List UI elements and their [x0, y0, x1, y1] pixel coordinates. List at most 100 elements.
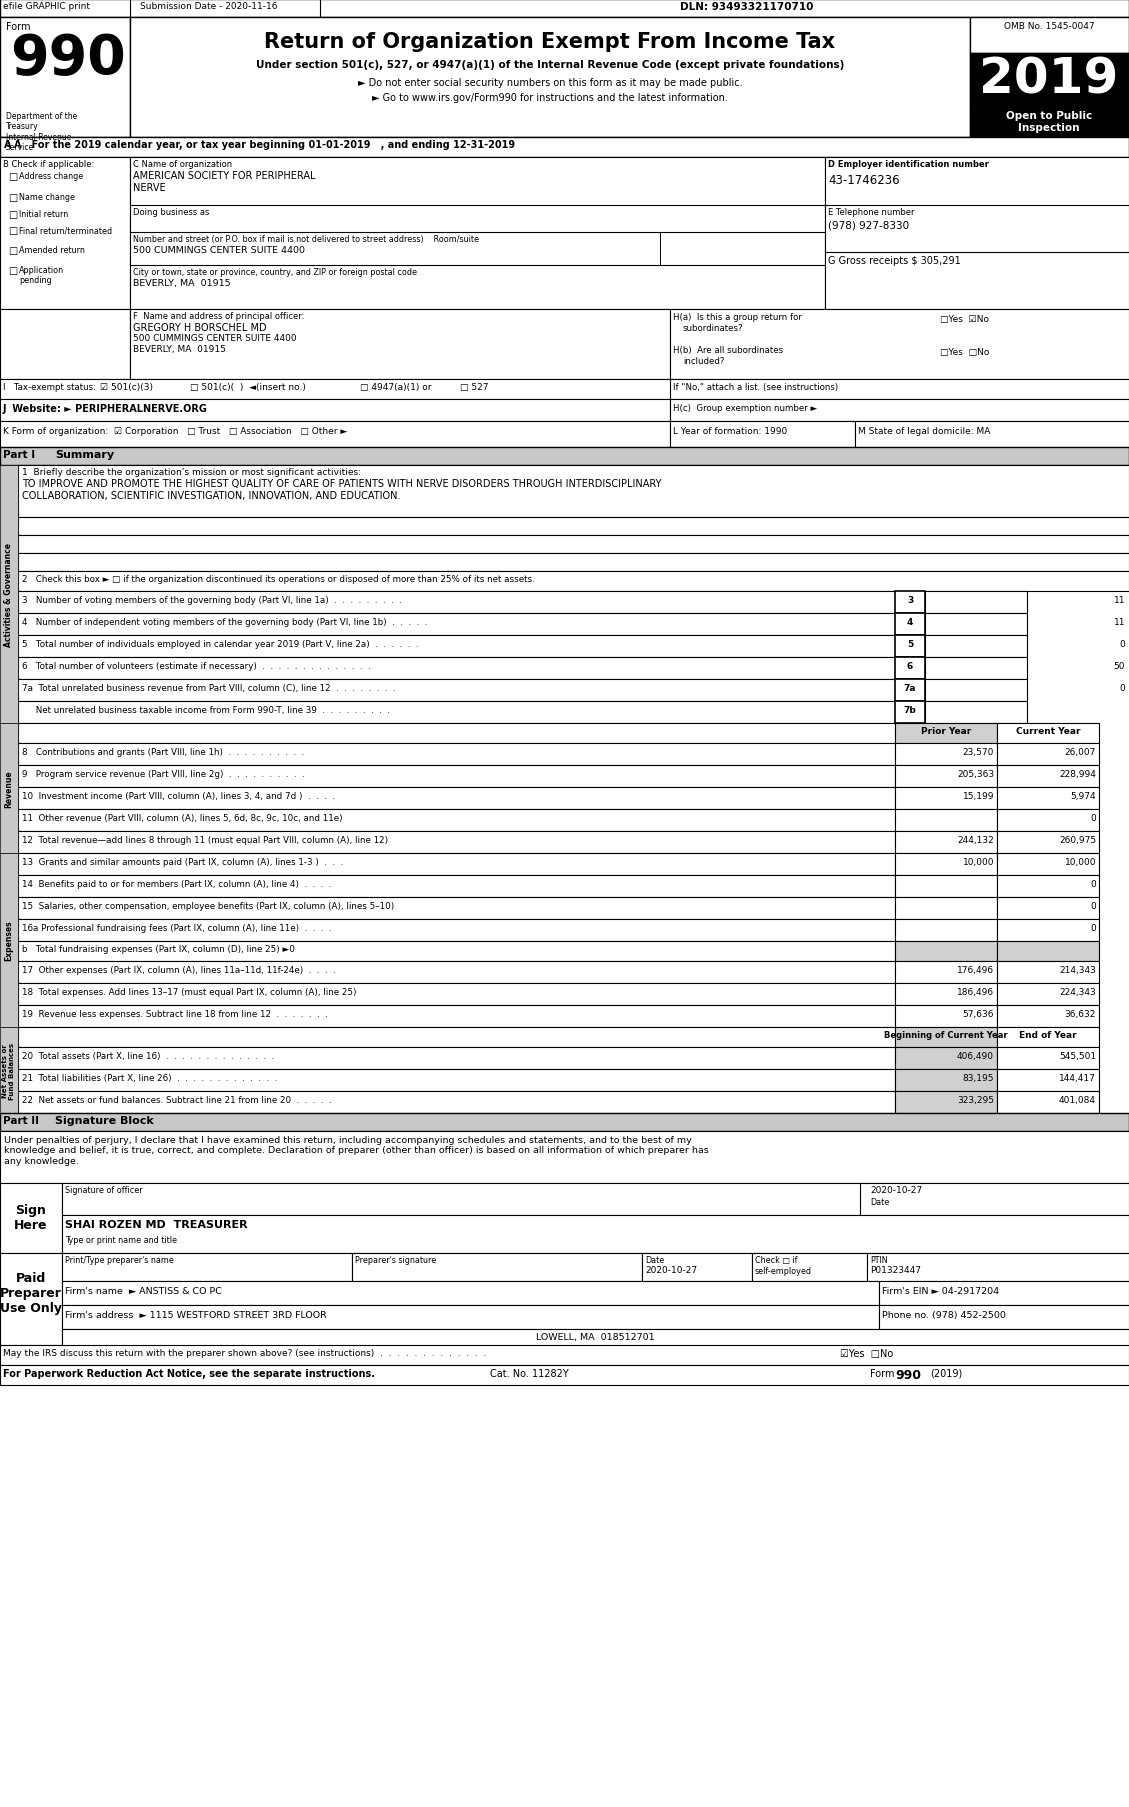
Bar: [0, 399, 669, 421]
Text: 23,570: 23,570: [963, 748, 994, 757]
Bar: [895, 961, 997, 983]
Bar: [18, 519, 1129, 535]
Bar: [0, 421, 669, 448]
Text: 6   Total number of volunteers (estimate if necessary)  .  .  .  .  .  .  .  .  : 6 Total number of volunteers (estimate i…: [21, 661, 370, 670]
Text: 2020-10-27: 2020-10-27: [645, 1265, 697, 1274]
Bar: [18, 898, 895, 920]
Text: P01323447: P01323447: [870, 1265, 921, 1274]
Text: 10,000: 10,000: [963, 858, 994, 867]
Text: □: □: [8, 226, 17, 237]
Text: 7a  Total unrelated business revenue from Part VIII, column (C), line 12  .  .  : 7a Total unrelated business revenue from…: [21, 683, 395, 692]
Bar: [642, 1254, 752, 1281]
Bar: [18, 636, 895, 658]
Text: 9   Program service revenue (Part VIII, line 2g)  .  .  .  .  .  .  .  .  .  .: 9 Program service revenue (Part VIII, li…: [21, 770, 305, 779]
Text: 7a: 7a: [903, 683, 917, 692]
Bar: [895, 853, 997, 876]
Bar: [895, 920, 997, 941]
Text: 500 CUMMINGS CENTER SUITE 4400: 500 CUMMINGS CENTER SUITE 4400: [133, 334, 297, 343]
Text: 15,199: 15,199: [963, 791, 994, 801]
Text: 5,974: 5,974: [1070, 791, 1096, 801]
Bar: [18, 831, 895, 853]
Text: 10  Investment income (Part VIII, column (A), lines 3, 4, and 7d )  .  .  .  .: 10 Investment income (Part VIII, column …: [21, 791, 335, 801]
Text: Initial return: Initial return: [19, 210, 68, 219]
Text: DLN: 93493321170710: DLN: 93493321170710: [680, 2, 813, 13]
Bar: [825, 157, 1129, 309]
Bar: [997, 831, 1099, 853]
Text: End of Year: End of Year: [1019, 1030, 1077, 1039]
Text: Check □ if: Check □ if: [755, 1256, 797, 1265]
Text: 14  Benefits paid to or for members (Part IX, column (A), line 4)  .  .  .  .: 14 Benefits paid to or for members (Part…: [21, 880, 332, 889]
Text: G Gross receipts $ 305,291: G Gross receipts $ 305,291: [828, 257, 961, 266]
Text: □: □: [8, 246, 17, 257]
Bar: [62, 1305, 879, 1330]
Bar: [970, 107, 1129, 137]
Bar: [997, 898, 1099, 920]
Text: 2019: 2019: [979, 56, 1119, 105]
Text: 244,132: 244,132: [957, 835, 994, 844]
Text: self-employed: self-employed: [755, 1267, 812, 1276]
Text: 3   Number of voting members of the governing body (Part VI, line 1a)  .  .  .  : 3 Number of voting members of the govern…: [21, 596, 402, 605]
Bar: [895, 788, 997, 810]
Bar: [669, 309, 1129, 379]
Text: 990: 990: [895, 1368, 921, 1381]
Text: 214,343: 214,343: [1059, 965, 1096, 974]
Text: I   Tax-exempt status:: I Tax-exempt status:: [3, 383, 96, 392]
Text: 10,000: 10,000: [1065, 858, 1096, 867]
Bar: [895, 898, 997, 920]
Text: Submission Date - 2020-11-16: Submission Date - 2020-11-16: [140, 2, 278, 11]
Text: □Yes  ☑No: □Yes ☑No: [940, 314, 989, 323]
Text: E Telephone number: E Telephone number: [828, 208, 914, 217]
Text: K Form of organization:  ☑ Corporation   □ Trust   □ Association   □ Other ►: K Form of organization: ☑ Corporation □ …: [3, 426, 348, 435]
Text: Final return/terminated: Final return/terminated: [19, 226, 112, 235]
Text: 36,632: 36,632: [1065, 1010, 1096, 1019]
Text: 11: 11: [1113, 618, 1124, 627]
Text: ► Do not enter social security numbers on this form as it may be made public.: ► Do not enter social security numbers o…: [358, 78, 742, 89]
Text: Firm's address  ► 1115 WESTFORD STREET 3RD FLOOR: Firm's address ► 1115 WESTFORD STREET 3R…: [65, 1310, 326, 1319]
Text: 144,417: 144,417: [1059, 1073, 1096, 1082]
Text: 15  Salaries, other compensation, employee benefits (Part IX, column (A), lines : 15 Salaries, other compensation, employe…: [21, 902, 394, 911]
Bar: [18, 766, 895, 788]
Text: 2   Check this box ► □ if the organization discontinued its operations or dispos: 2 Check this box ► □ if the organization…: [21, 575, 535, 584]
Text: Form: Form: [6, 22, 30, 33]
Bar: [0, 448, 1129, 466]
Text: subordinates?: subordinates?: [683, 323, 744, 332]
Bar: [970, 18, 1129, 54]
Text: 186,496: 186,496: [957, 987, 994, 996]
Text: 205,363: 205,363: [957, 770, 994, 779]
Text: M State of legal domicile: MA: M State of legal domicile: MA: [858, 426, 990, 435]
Bar: [895, 744, 997, 766]
Text: □: □: [8, 172, 17, 183]
Bar: [18, 788, 895, 810]
Text: Part II: Part II: [3, 1115, 40, 1126]
Bar: [997, 920, 1099, 941]
Bar: [895, 1091, 997, 1113]
Bar: [18, 810, 895, 831]
Text: Sign
Here: Sign Here: [15, 1203, 47, 1231]
Bar: [879, 1305, 1129, 1330]
Text: Form: Form: [870, 1368, 898, 1379]
Bar: [669, 421, 855, 448]
Bar: [0, 853, 18, 1028]
Text: 176,496: 176,496: [957, 965, 994, 974]
Text: 16a Professional fundraising fees (Part IX, column (A), line 11e)  .  .  .  .: 16a Professional fundraising fees (Part …: [21, 923, 332, 932]
Text: A   For the 2019 calendar year, or tax year beginning 01-01-2019   , and ending : A For the 2019 calendar year, or tax yea…: [14, 139, 515, 150]
Text: 500 CUMMINGS CENTER SUITE 4400: 500 CUMMINGS CENTER SUITE 4400: [133, 246, 305, 255]
Bar: [0, 1131, 1129, 1184]
Text: □: □: [8, 193, 17, 202]
Text: D Employer identification number: D Employer identification number: [828, 159, 989, 168]
Bar: [895, 1005, 997, 1028]
Bar: [18, 466, 1129, 519]
Text: Part I: Part I: [3, 450, 35, 459]
Bar: [62, 1330, 1129, 1350]
Text: (978) 927-8330: (978) 927-8330: [828, 220, 909, 229]
Bar: [925, 658, 1027, 679]
Text: 12  Total revenue—add lines 8 through 11 (must equal Part VIII, column (A), line: 12 Total revenue—add lines 8 through 11 …: [21, 835, 388, 844]
Text: (2019): (2019): [930, 1368, 962, 1379]
Text: For Paperwork Reduction Act Notice, see the separate instructions.: For Paperwork Reduction Act Notice, see …: [3, 1368, 375, 1379]
Bar: [895, 1048, 997, 1070]
Bar: [18, 658, 895, 679]
Text: Return of Organization Exempt From Income Tax: Return of Organization Exempt From Incom…: [264, 33, 835, 52]
Bar: [18, 1070, 895, 1091]
Text: Under section 501(c), 527, or 4947(a)(1) of the Internal Revenue Code (except pr: Under section 501(c), 527, or 4947(a)(1)…: [256, 60, 844, 70]
Bar: [18, 920, 895, 941]
